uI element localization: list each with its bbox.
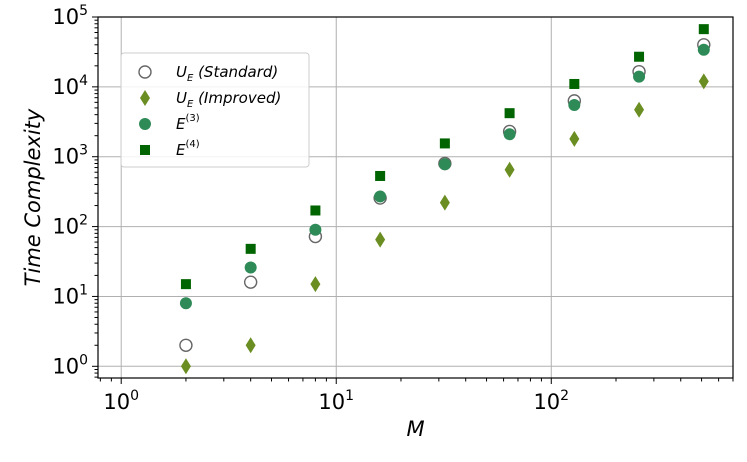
data-point — [310, 276, 321, 293]
legend-label: E(4) — [176, 139, 200, 159]
data-point — [245, 243, 256, 254]
data-point — [374, 190, 387, 203]
plot-area-frame — [97, 16, 734, 379]
data-point — [504, 108, 515, 119]
data-point — [634, 51, 645, 62]
legend-label: UE (Standard) — [176, 63, 278, 84]
data-point — [439, 138, 450, 149]
legend-item-ue-improved: UE (Improved) — [140, 89, 281, 110]
data-point — [569, 130, 580, 147]
y-tick-label: 102 — [52, 213, 88, 239]
data-point — [438, 158, 451, 171]
data-point — [503, 128, 516, 141]
legend-label: UE (Improved) — [176, 89, 281, 110]
x-tick-label: 102 — [533, 388, 569, 414]
data-point — [375, 231, 386, 248]
data-point — [179, 338, 193, 352]
legend-item-e4: E(4) — [140, 139, 200, 159]
y-tick-label: 100 — [52, 352, 88, 378]
data-point — [504, 161, 515, 178]
legend-marker — [139, 118, 151, 130]
data-point — [569, 78, 580, 89]
data-point — [243, 275, 258, 289]
legend-marker — [140, 145, 150, 155]
series-ue-improved — [180, 73, 709, 375]
data-point — [179, 297, 192, 310]
series-e3 — [179, 43, 710, 310]
data-point — [633, 70, 646, 83]
data-point — [698, 24, 709, 35]
data-point — [697, 43, 710, 56]
y-axis-label: Time Complexity — [21, 108, 45, 286]
data-point — [180, 279, 191, 290]
x-tick-labels: 100 101 102 — [103, 388, 569, 414]
y-tick-label: 103 — [52, 143, 88, 169]
axis-ticks — [92, 16, 734, 384]
data-point — [568, 98, 581, 111]
data-point — [180, 358, 191, 375]
legend-item-e3: E(3) — [139, 113, 200, 133]
data-points — [179, 24, 711, 375]
y-tick-label: 104 — [52, 73, 88, 99]
data-point — [439, 194, 450, 211]
legend-marker — [140, 90, 150, 106]
data-point — [244, 261, 257, 274]
y-tick-labels: 100 101 102 103 104 105 — [52, 3, 88, 378]
legend-item-ue-standard: UE (Standard) — [138, 63, 278, 84]
x-tick-label: 101 — [318, 388, 354, 414]
data-point — [375, 170, 386, 181]
legend: UE (Standard) UE (Improved) E(3) E(4) — [120, 52, 310, 168]
legend-box — [120, 52, 310, 168]
legend-marker — [138, 65, 152, 79]
y-tick-label: 105 — [52, 3, 88, 29]
x-axis-label: M — [406, 417, 424, 441]
data-point — [634, 101, 645, 118]
data-point — [245, 337, 256, 354]
data-point — [309, 223, 322, 236]
data-point — [310, 205, 321, 216]
x-tick-label: 100 — [103, 388, 139, 414]
data-point — [698, 73, 709, 90]
legend-label: E(3) — [176, 113, 200, 133]
series-e4 — [180, 24, 709, 290]
y-tick-label: 101 — [52, 282, 88, 308]
